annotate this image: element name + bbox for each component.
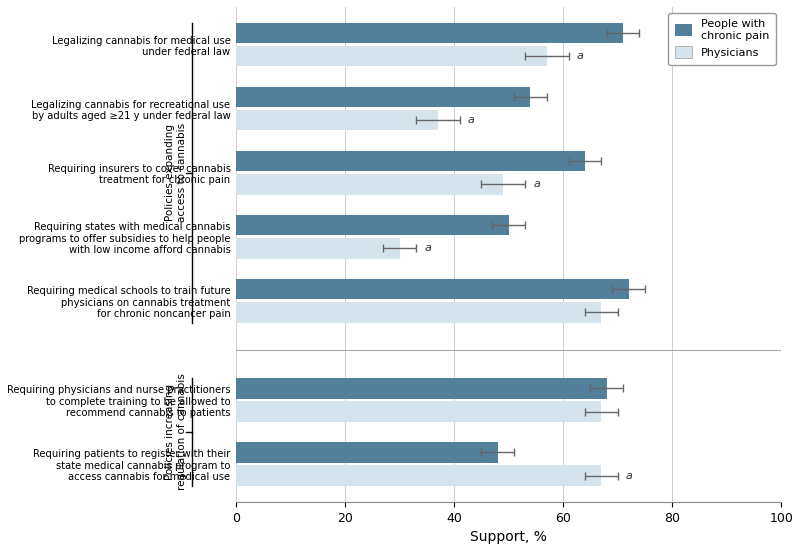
Bar (236, 238, 400, 258)
Bar (236, 110, 438, 131)
Legend: People with
chronic pain, Physicians: People with chronic pain, Physicians (668, 13, 775, 65)
Text: Policies increasing
regulation of cannabis: Policies increasing regulation of cannab… (166, 374, 187, 490)
Text: a: a (468, 115, 474, 125)
Text: a: a (424, 244, 431, 253)
Bar (236, 151, 585, 171)
Bar (236, 401, 602, 422)
Bar (236, 87, 530, 107)
Bar (236, 46, 546, 67)
X-axis label: Support, %: Support, % (470, 530, 547, 544)
Bar (236, 465, 602, 486)
Bar (236, 23, 623, 44)
Bar (236, 302, 602, 322)
Text: a: a (626, 471, 633, 480)
Bar (236, 378, 606, 399)
Bar (236, 442, 498, 463)
Bar (236, 215, 509, 235)
Text: Policies expanding
access to cannabis: Policies expanding access to cannabis (166, 123, 187, 222)
Text: a: a (577, 51, 584, 61)
Bar (236, 174, 503, 195)
Bar (236, 279, 629, 300)
Text: a: a (533, 179, 540, 189)
